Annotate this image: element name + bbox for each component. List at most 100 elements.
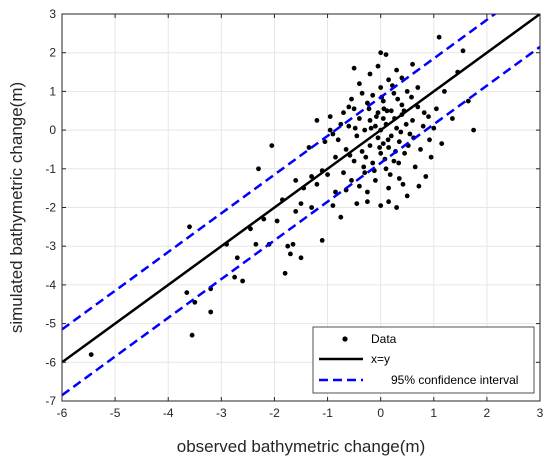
x-tick-label: 1 bbox=[430, 406, 437, 420]
y-tick-label: -6 bbox=[45, 355, 56, 369]
data-point bbox=[346, 104, 352, 110]
data-point bbox=[388, 108, 394, 114]
data-point bbox=[314, 118, 320, 123]
data-point bbox=[387, 172, 393, 178]
data-point bbox=[269, 143, 275, 149]
data-point bbox=[327, 114, 333, 119]
data-point bbox=[391, 90, 397, 96]
x-tick-label: -2 bbox=[269, 406, 280, 420]
data-point bbox=[383, 166, 389, 172]
y-tick-label: -5 bbox=[45, 317, 56, 331]
data-point bbox=[327, 127, 333, 133]
x-tick-label: 2 bbox=[484, 406, 491, 420]
y-tick-label: -4 bbox=[45, 278, 56, 292]
y-tick-label: 1 bbox=[49, 84, 56, 98]
data-point bbox=[341, 170, 346, 176]
legend-label-confidence: 95% confidence interval bbox=[391, 373, 518, 387]
data-point bbox=[398, 129, 404, 135]
y-tick-label: -3 bbox=[45, 239, 56, 253]
y-axis-title: simulated bathymetric change(m) bbox=[7, 82, 26, 333]
data-point bbox=[421, 110, 427, 116]
data-point bbox=[314, 181, 320, 187]
data-point bbox=[361, 164, 367, 170]
data-point bbox=[402, 150, 407, 156]
confidence-interval-line bbox=[62, 45, 540, 397]
data-point bbox=[354, 133, 360, 139]
data-point bbox=[248, 226, 253, 232]
data-point bbox=[404, 193, 410, 199]
data-point bbox=[400, 181, 406, 187]
data-point bbox=[293, 178, 299, 183]
data-point bbox=[325, 172, 330, 178]
data-point bbox=[386, 199, 391, 205]
data-point bbox=[375, 135, 381, 141]
data-point bbox=[322, 139, 328, 145]
data-point bbox=[330, 203, 336, 209]
data-point bbox=[187, 224, 192, 230]
data-point bbox=[349, 96, 354, 102]
y-tick-label: -7 bbox=[45, 394, 56, 408]
data-point bbox=[261, 216, 267, 222]
data-point bbox=[367, 143, 373, 149]
data-point bbox=[471, 127, 476, 133]
legend-label-data: Data bbox=[371, 332, 397, 346]
data-point bbox=[359, 149, 365, 154]
data-point bbox=[333, 154, 338, 160]
data-point bbox=[395, 96, 401, 102]
data-point bbox=[240, 278, 246, 284]
data-point bbox=[434, 106, 439, 112]
data-point bbox=[465, 98, 471, 104]
data-point bbox=[309, 205, 314, 210]
data-point bbox=[285, 243, 291, 249]
x-tick-label: -5 bbox=[110, 406, 121, 420]
data-point bbox=[423, 174, 429, 179]
data-point bbox=[386, 185, 391, 191]
data-point bbox=[415, 104, 421, 110]
x-tick-label: 3 bbox=[537, 406, 544, 420]
data-point bbox=[450, 116, 455, 121]
data-point bbox=[391, 158, 397, 164]
data-point bbox=[367, 71, 373, 77]
data-point bbox=[385, 137, 391, 143]
data-point bbox=[375, 63, 381, 69]
data-point bbox=[431, 125, 437, 131]
data-point bbox=[428, 154, 434, 160]
data-point bbox=[298, 255, 304, 261]
data-point bbox=[351, 106, 357, 112]
x-tick-label: -4 bbox=[163, 406, 174, 420]
data-point bbox=[370, 92, 376, 98]
data-point bbox=[184, 290, 190, 295]
data-point bbox=[409, 94, 414, 100]
data-point bbox=[415, 85, 421, 90]
x-axis-title: observed bathymetric change(m) bbox=[177, 437, 426, 456]
data-point bbox=[362, 127, 368, 133]
y-tick-label: 2 bbox=[49, 46, 56, 60]
data-point bbox=[396, 176, 402, 181]
legend-marker-data bbox=[342, 336, 348, 342]
data-point bbox=[282, 270, 288, 276]
data-point bbox=[192, 299, 198, 305]
data-point bbox=[410, 118, 415, 123]
data-point bbox=[88, 352, 94, 357]
data-point bbox=[357, 81, 362, 87]
data-point bbox=[420, 123, 426, 129]
data-point bbox=[357, 116, 362, 121]
data-point bbox=[386, 77, 391, 83]
data-point bbox=[343, 147, 349, 152]
data-point bbox=[333, 189, 338, 195]
legend-label-fit: x=y bbox=[371, 352, 390, 366]
data-point bbox=[338, 121, 344, 127]
data-point bbox=[407, 131, 413, 137]
data-point bbox=[351, 65, 357, 71]
data-point bbox=[368, 125, 374, 131]
data-point bbox=[381, 106, 387, 112]
data-point bbox=[380, 141, 386, 147]
data-point bbox=[234, 255, 240, 261]
data-point bbox=[357, 183, 362, 189]
data-point bbox=[363, 154, 369, 160]
data-point bbox=[378, 203, 384, 209]
data-point bbox=[394, 125, 399, 131]
